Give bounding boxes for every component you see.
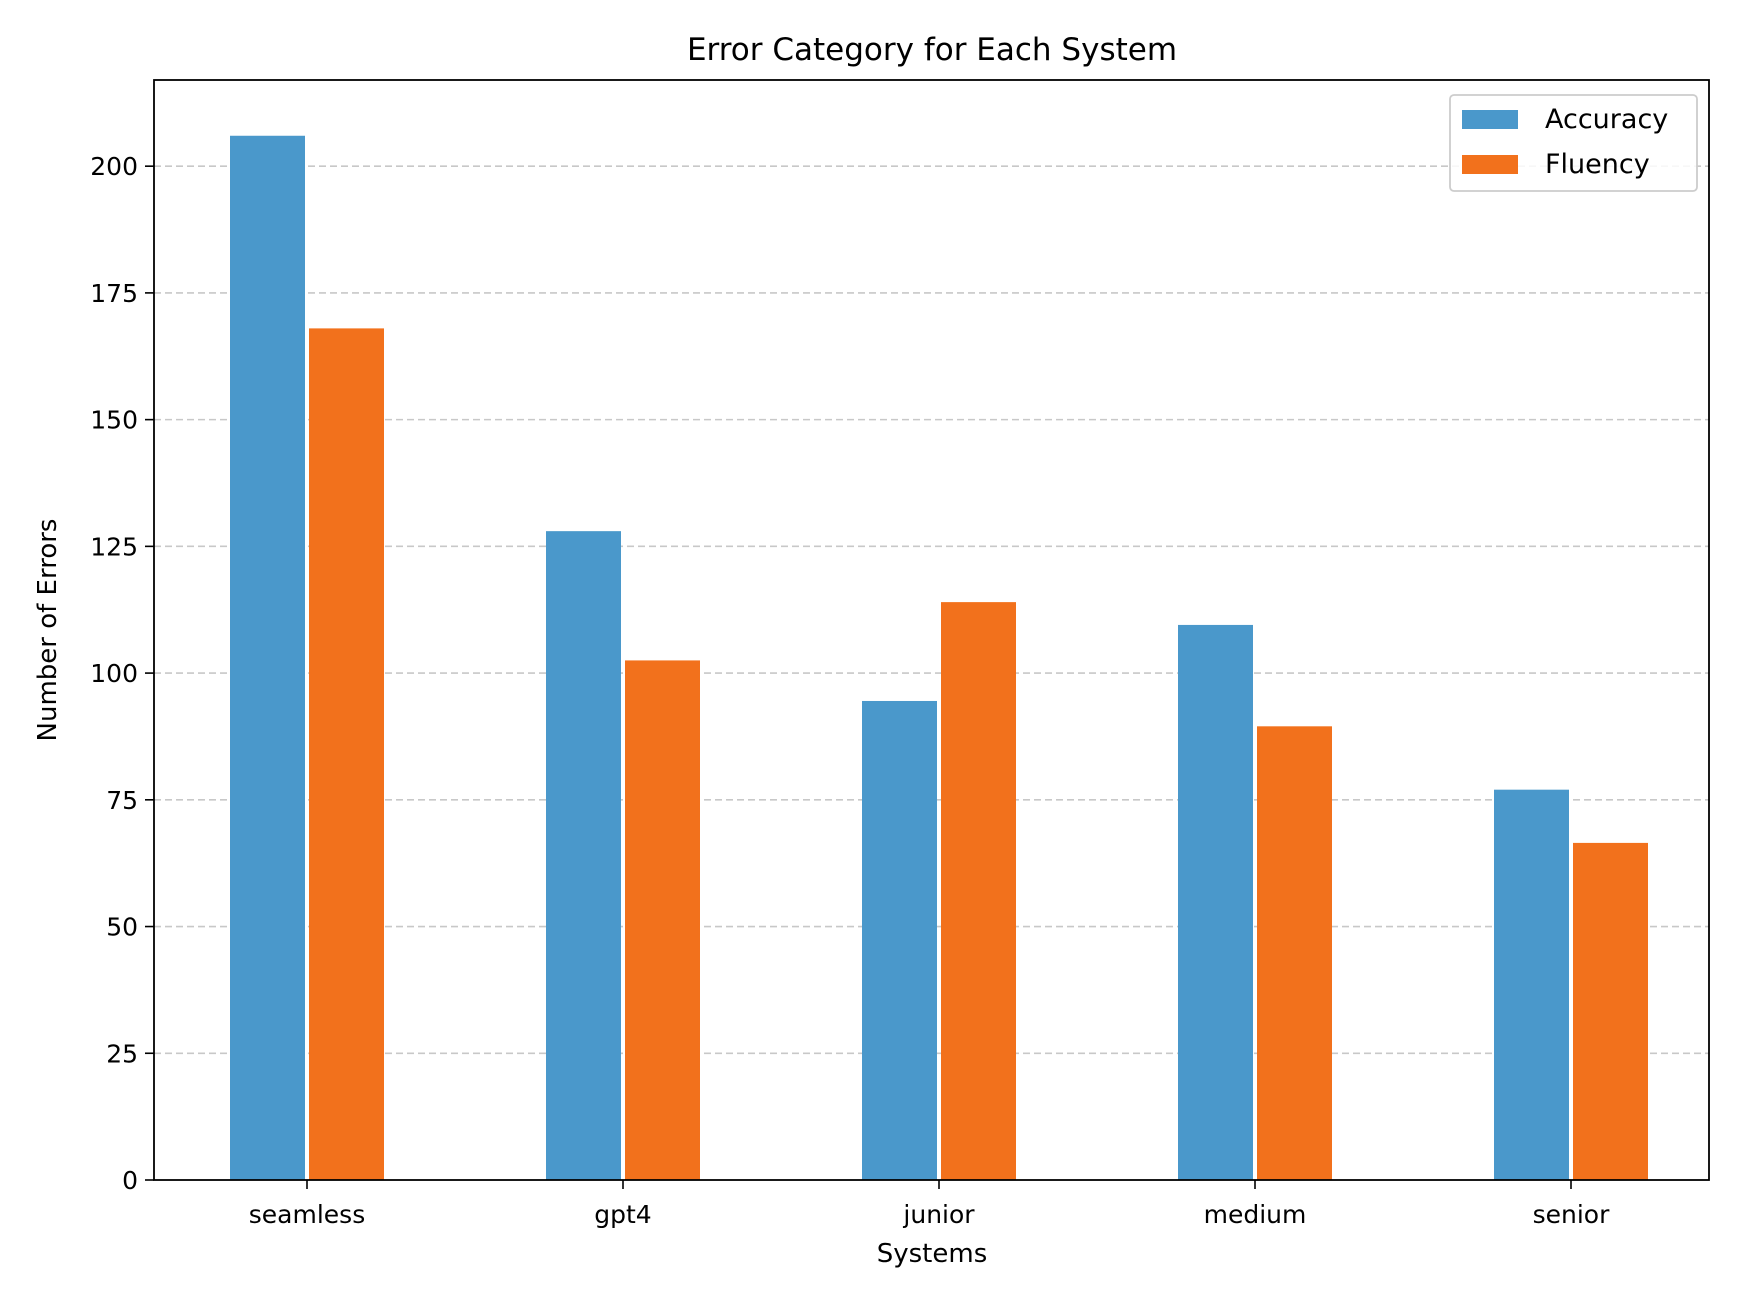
bar-fluency-medium (1257, 726, 1332, 1180)
bar-accuracy-medium (1178, 624, 1253, 1180)
y-axis-ticks: 0 25 50 75 100 125 150 175 200 (90, 152, 154, 1195)
y-tick-label: 75 (106, 786, 138, 815)
x-axis-ticks: seamless gpt4 junior medium senior (249, 1180, 1610, 1229)
bar-accuracy-junior (862, 700, 937, 1180)
y-tick-label: 125 (90, 532, 138, 561)
legend-label-fluency: Fluency (1545, 149, 1650, 180)
y-tick-label: 0 (122, 1166, 138, 1195)
legend-swatch-accuracy (1462, 110, 1518, 129)
bar-accuracy-gpt4 (546, 531, 621, 1180)
legend-label-accuracy: Accuracy (1545, 104, 1668, 135)
y-tick-label: 100 (90, 659, 138, 688)
y-tick-label: 150 (90, 406, 138, 435)
grid-lines (154, 165, 1709, 1055)
x-tick-label: seamless (249, 1200, 365, 1229)
legend: Accuracy Fluency (1449, 94, 1698, 192)
bar-fluency-junior (941, 602, 1016, 1180)
y-tick-label: 25 (106, 1039, 138, 1068)
bar-accuracy-seamless (230, 135, 305, 1180)
chart-title: Error Category for Each System (687, 32, 1177, 68)
y-axis-label: Number of Errors (33, 519, 63, 742)
x-tick-label: senior (1533, 1200, 1610, 1229)
x-tick-label: junior (902, 1200, 975, 1229)
x-axis-label: Systems (877, 1239, 988, 1269)
bars (230, 135, 1648, 1180)
legend-swatch-fluency (1462, 155, 1518, 174)
bar-fluency-gpt4 (625, 660, 700, 1180)
plot-frame (153, 79, 1710, 1181)
y-tick-label: 175 (90, 279, 138, 308)
y-tick-label: 200 (90, 152, 138, 181)
bar-fluency-seamless (309, 328, 384, 1180)
y-tick-label: 50 (106, 913, 138, 942)
bar-accuracy-senior (1494, 789, 1569, 1180)
x-tick-label: medium (1204, 1200, 1307, 1229)
bar-fluency-senior (1573, 842, 1648, 1180)
x-tick-label: gpt4 (594, 1200, 651, 1229)
